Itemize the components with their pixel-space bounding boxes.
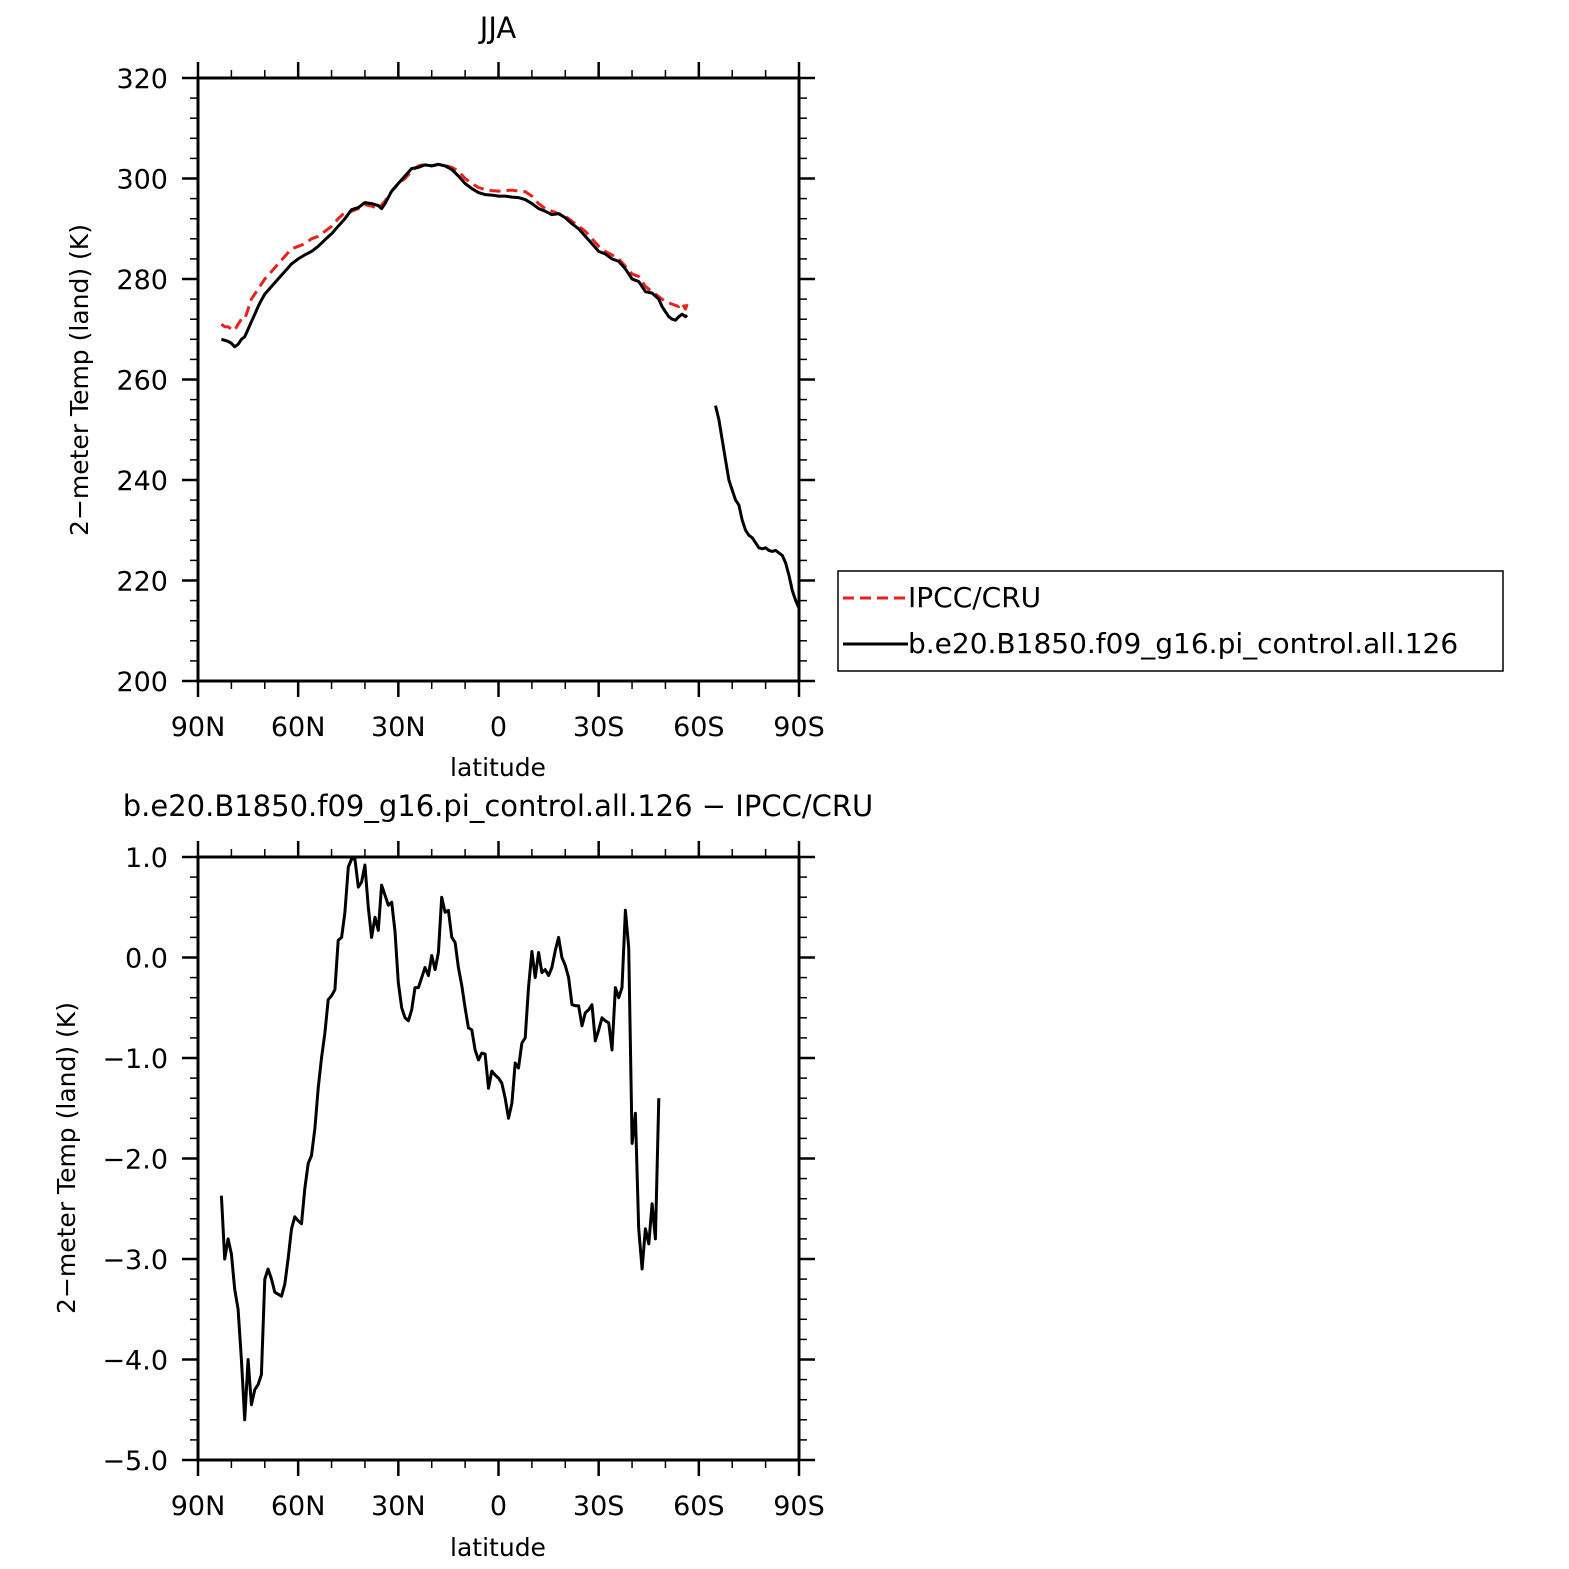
x-tick-label: 30S (573, 1491, 625, 1522)
x-tick-label: 90S (773, 712, 825, 743)
tick-marks (182, 841, 815, 1476)
y-axis-label: 2−meter Temp (land) (K) (52, 1002, 81, 1314)
y-tick-label: −3.0 (102, 1245, 168, 1276)
legend-label-model: b.e20.B1850.f09_g16.pi_control.all.126 (908, 627, 1458, 660)
chart-title: b.e20.B1850.f09_g16.pi_control.all.126 −… (123, 789, 873, 823)
y-axis-label: 2−meter Temp (land) (K) (65, 224, 94, 536)
x-tick-label: 30N (371, 712, 426, 743)
x-tick-label: 30S (573, 712, 625, 743)
data-lines (219, 857, 661, 1422)
x-tick-label: 60N (271, 1491, 326, 1522)
y-tick-label: 200 (116, 667, 168, 698)
chart-title: JJA (478, 11, 517, 45)
x-tick-label: 0 (490, 712, 507, 743)
y-tick-label: −4.0 (102, 1346, 168, 1377)
data-lines (220, 162, 801, 609)
series-line-1-segment-0 (220, 162, 689, 349)
y-tick-label: 0.0 (125, 944, 168, 975)
x-tick-label: 90N (171, 712, 226, 743)
x-tick-label: 60S (673, 712, 725, 743)
plot-frame (196, 76, 801, 683)
y-tick-label: 240 (116, 466, 168, 497)
series-line-0-segment-0 (219, 857, 661, 1422)
x-tick-label: 90N (171, 1491, 226, 1522)
plot-frame (196, 855, 801, 1462)
y-tick-label: −5.0 (102, 1446, 168, 1477)
y-tick-label: 1.0 (125, 843, 168, 874)
x-tick-label: 0 (490, 1491, 507, 1522)
x-tick-label: 90S (773, 1491, 825, 1522)
x-tick-label: 60S (673, 1491, 725, 1522)
y-tick-label: 220 (116, 567, 168, 598)
y-tick-label: 320 (116, 64, 168, 95)
x-tick-labels: 90N 60N 30N 0 30S 60S 90S (171, 712, 825, 743)
x-tick-label: 60N (271, 712, 326, 743)
series-line-0-segment-0 (220, 162, 689, 332)
y-tick-label: −2.0 (102, 1145, 168, 1176)
x-axis-label: latitude (450, 1533, 546, 1562)
tick-marks (182, 62, 815, 697)
y-tick-labels: 200 220 240 260 280 300 320 (116, 64, 168, 698)
y-tick-label: 300 (116, 165, 168, 196)
x-tick-label: 30N (371, 1491, 426, 1522)
x-tick-labels: 90N 60N 30N 0 30S 60S 90S (171, 1491, 825, 1522)
y-tick-labels: 1.0 0.0 −1.0 −2.0 −3.0 −4.0 −5.0 (102, 843, 168, 1477)
y-tick-label: −1.0 (102, 1044, 168, 1075)
chart-jja-temperature: JJA 200 220 240 260 280 300 320 90N 60N 30N 0 30S 6… (65, 11, 825, 782)
y-tick-label: 260 (116, 366, 168, 397)
legend: IPCC/CRU b.e20.B1850.f09_g16.pi_control.… (837, 570, 1504, 672)
x-axis-label: latitude (450, 753, 546, 782)
y-tick-label: 280 (116, 265, 168, 296)
chart-difference: b.e20.B1850.f09_g16.pi_control.all.126 −… (52, 789, 873, 1562)
series-line-1-segment-1 (714, 405, 801, 609)
legend-box (837, 570, 1504, 672)
legend-label-ipcc-cru: IPCC/CRU (908, 581, 1041, 614)
